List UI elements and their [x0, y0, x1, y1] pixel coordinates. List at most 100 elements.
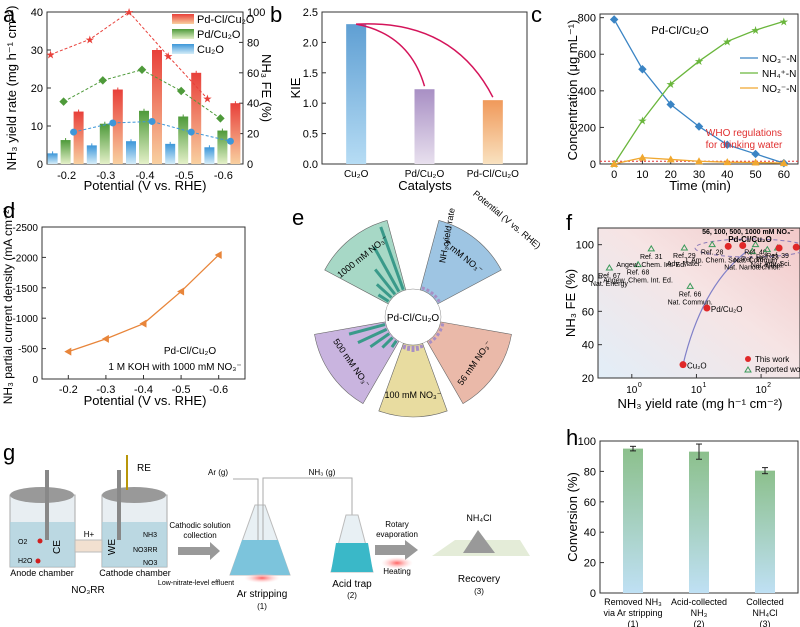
- acid-number: (2): [347, 591, 357, 600]
- bar-Cu2O: [346, 24, 367, 164]
- y2-tick-label: 60: [247, 68, 259, 80]
- reported-point: [763, 245, 772, 253]
- bar-Pd/Cu2O: [139, 110, 149, 164]
- y-tick-label: 20: [31, 83, 43, 95]
- cathode-chamber-liquid: [102, 522, 167, 567]
- stripping-liquid: [230, 540, 290, 575]
- legend-label: This work: [755, 355, 790, 364]
- who-annotation: WHO regulations: [706, 128, 782, 139]
- x-axis-title: Potential (V vs. RHE): [84, 393, 207, 408]
- data-point: ★: [779, 16, 789, 28]
- x-tick-label: (3): [760, 619, 771, 627]
- who-annotation: for drinking water: [706, 140, 783, 151]
- radial-bar: [381, 336, 394, 349]
- radial-bar: [374, 268, 397, 296]
- y-tick-label: 100: [576, 240, 594, 252]
- x-tick-label: -0.5: [172, 384, 191, 396]
- annotation: 1 M KOH with 1000 mM NO₃⁻: [108, 362, 241, 373]
- data-point: [779, 159, 788, 167]
- y-tick-label: 800: [578, 13, 596, 25]
- y-tick-label: 100: [578, 436, 596, 448]
- y-tick-label: 0: [590, 588, 596, 600]
- arrow-2: [356, 23, 494, 98]
- y-tick-label: 30: [31, 45, 43, 57]
- rotary-label: evaporation: [376, 530, 418, 539]
- bar-Pd/Cu2O: [178, 116, 189, 164]
- y-tick-label: 2.0: [303, 37, 318, 49]
- bar-Pd/Cu2O: [99, 123, 110, 164]
- fe-point: ★: [46, 50, 56, 62]
- data-point: [666, 155, 675, 163]
- acid-label: Acid trap: [332, 579, 372, 590]
- reported-point: [751, 240, 760, 248]
- y2-tick-label: 0: [247, 159, 253, 171]
- y-tick-label: 20: [582, 373, 594, 385]
- axis-title-potential: Potential (V vs. RHE): [471, 189, 543, 251]
- x-tick-label: 60: [778, 169, 790, 181]
- x-tick-label: 0: [611, 169, 617, 181]
- this-work-point: [792, 243, 800, 251]
- legend-swatch: [172, 44, 194, 54]
- nh3-label: NH3: [143, 532, 157, 539]
- y-tick-label: -2000: [12, 253, 38, 264]
- y-tick-label: 20: [584, 558, 596, 570]
- cathode-chamber-lid: [102, 487, 166, 503]
- radial-bar: [419, 344, 424, 349]
- y-tick-label: -500: [18, 345, 38, 356]
- panel-label-c: c: [531, 2, 542, 27]
- bar-Pd-Cl/Cu2O: [482, 100, 503, 164]
- heater: [244, 573, 280, 583]
- annotation: Pd-Cl/Cu₂O: [164, 346, 216, 357]
- radial-bar: [406, 345, 411, 351]
- data-point: [177, 287, 185, 296]
- radial-bar: [379, 226, 405, 291]
- ref-label: Ref. 18: [741, 256, 764, 263]
- fe-point: [98, 76, 108, 85]
- y2-tick-label: 40: [247, 98, 259, 110]
- fe-point: [137, 65, 147, 75]
- ref-journal: J. Am. Chem. Soc: [684, 258, 741, 265]
- y-tick-label: 40: [582, 340, 594, 352]
- radial-bar: [432, 336, 437, 341]
- y-axis-title: KIE: [288, 77, 303, 98]
- point-label: Cu₂O: [687, 362, 707, 371]
- fe-point: [70, 128, 78, 136]
- x-tick-label: Collected: [746, 597, 784, 607]
- radial-bar: [415, 345, 420, 351]
- panel-label-b: b: [270, 2, 282, 27]
- radial-bar: [440, 323, 445, 327]
- ref-label: Ref. 67: [598, 273, 621, 280]
- center-label: Pd-Cl/Cu₂O: [387, 313, 439, 324]
- legend-label: Pd-Cl/Cu₂O: [197, 14, 255, 26]
- y-tick-label: 60: [584, 497, 596, 509]
- y-tick-label: -1000: [12, 314, 38, 325]
- data-point: [610, 160, 619, 167]
- anode-label: Anode chamber: [10, 568, 74, 578]
- this-work-point: [679, 361, 687, 369]
- no3rr-inner-label: NO3RR: [133, 547, 158, 554]
- x-tick-label: -0.4: [136, 170, 155, 182]
- y2-tick-label: 100: [247, 7, 265, 19]
- x-tick-label: -0.6: [214, 170, 233, 182]
- rotary-label: Rotary: [385, 520, 409, 529]
- fe-line-Cu2O: [73, 120, 231, 142]
- y-tick-label: -1500: [12, 284, 38, 295]
- data-point: ★: [637, 115, 647, 127]
- bar-Cu2O: [86, 145, 97, 164]
- chart-title: Pd-Cl/Cu₂O: [651, 25, 709, 37]
- bar-Pd-Cl/Cu2O: [112, 89, 123, 164]
- radial-bar: [372, 246, 401, 293]
- bar-Pd-Cl/Cu2O: [191, 72, 202, 164]
- panel-d: 0 -500 -1000 -1500 -2000 -2500 -0.2 -0.3 -0.4 -0.…: [1, 206, 246, 408]
- data-point: [139, 319, 147, 328]
- panel-e: 5 mM NO₃⁻56 mM NO₃⁻100 mM NO₃⁻500 mM NO₃…: [314, 189, 543, 418]
- we-label: WE: [107, 539, 118, 555]
- x-tick-label: (2): [694, 619, 705, 627]
- data-point: [638, 153, 647, 161]
- y-tick-label: -2500: [12, 223, 38, 234]
- x-tick-label: Pd/Cu₂O: [405, 169, 445, 180]
- y2-axis-title: NH₃ FE (%): [259, 54, 274, 122]
- y-tick-label: 0.5: [303, 129, 318, 141]
- ar-inlet-tube: [233, 478, 259, 540]
